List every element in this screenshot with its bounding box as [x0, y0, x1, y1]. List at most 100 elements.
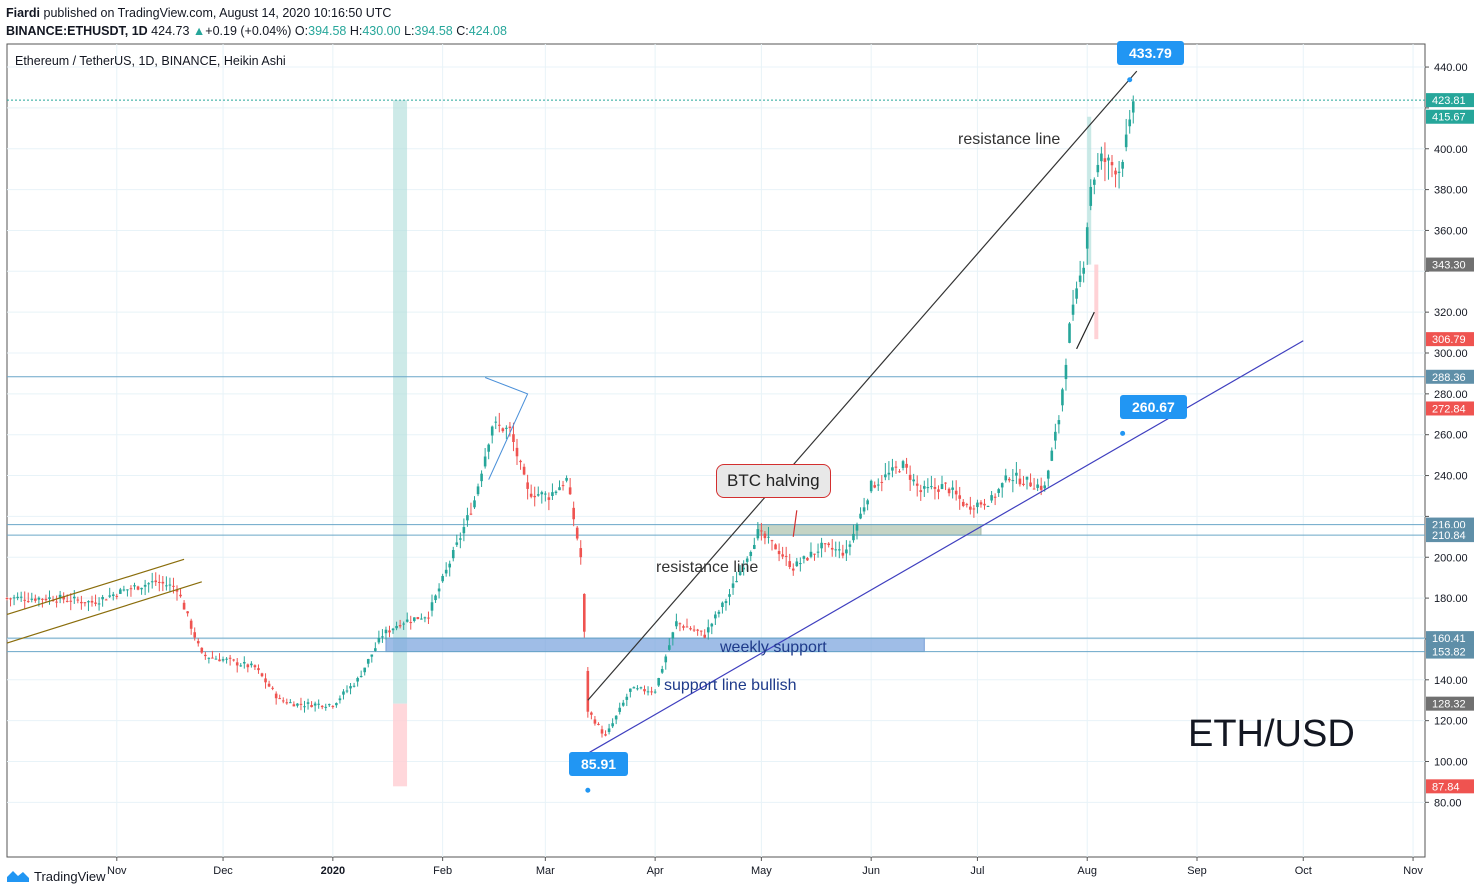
y-tick-label: 380.00: [1434, 185, 1468, 197]
candle-body: [285, 702, 289, 704]
candle-body: [186, 611, 189, 614]
candle-body: [335, 703, 338, 706]
x-tick-label: Dec: [213, 865, 233, 877]
candle-body: [735, 580, 738, 583]
candle-body: [806, 557, 809, 561]
candle-body: [94, 602, 97, 604]
candle-body: [891, 467, 894, 471]
tradingview-footer[interactable]: TradingView: [6, 866, 106, 886]
candle-body: [377, 637, 381, 643]
candle-body: [462, 527, 466, 534]
candle-body: [218, 659, 221, 662]
candle-body: [1121, 161, 1124, 169]
measure-range-down: [393, 703, 408, 787]
candle-body: [1082, 267, 1085, 274]
candle-body: [625, 696, 629, 700]
candle-body: [1089, 186, 1093, 206]
candle-body: [154, 580, 158, 583]
price-change: +0.19 (+0.04%): [205, 24, 292, 38]
candle-body: [887, 472, 891, 475]
price-label-box: [1426, 696, 1474, 711]
candle-body: [908, 474, 912, 480]
candle-body: [317, 703, 320, 705]
candle-body: [434, 595, 437, 601]
candle-body: [770, 540, 774, 542]
price-label-text: 288.36: [1432, 372, 1466, 384]
candle-body: [742, 567, 745, 570]
candle-body: [536, 494, 540, 496]
candle-body: [660, 669, 664, 673]
candle-body: [604, 734, 607, 736]
price-axis[interactable]: 80.00 100.00 120.00 140.00 180.00 200.00 240.0…: [1425, 62, 1474, 809]
candle-body: [590, 712, 593, 715]
candle-body: [816, 551, 820, 553]
candle-body: [894, 466, 898, 468]
candle-body: [940, 484, 944, 490]
candle-body: [643, 689, 646, 692]
candle-body: [699, 630, 703, 632]
eth-usd-label: ETH/USD: [1188, 713, 1355, 755]
grid-lines: [7, 44, 1425, 857]
candle-body: [898, 471, 901, 473]
time-axis[interactable]: Nov Dec 2020 Feb Mar Apr May Jun Jul Aug Sep Oct Nov: [107, 857, 1423, 877]
candle-body: [777, 551, 781, 555]
candle-body: [501, 428, 505, 432]
candle-body: [1050, 450, 1054, 461]
candle-body: [267, 683, 271, 687]
candle-body: [593, 719, 597, 724]
candle-body: [225, 658, 228, 660]
candle-body: [760, 530, 763, 532]
candle-body: [586, 670, 590, 712]
candle-body: [72, 596, 76, 599]
candle-body: [9, 598, 12, 600]
chart-title: Ethereum / TetherUS, 1D, BINANCE, Heikin…: [15, 54, 286, 68]
candle-body: [791, 568, 795, 571]
y-tick-label: 300.00: [1434, 348, 1468, 360]
candle-body: [448, 563, 452, 568]
candle-body: [126, 589, 129, 591]
candle-body: [196, 641, 200, 644]
candles: [5, 95, 1135, 738]
candle-body: [444, 569, 448, 574]
candle-body: [80, 601, 83, 604]
candle-body: [937, 489, 940, 492]
candle-body: [706, 627, 710, 633]
candle-body: [363, 667, 367, 673]
candle-body: [774, 544, 777, 550]
price-label-text: 153.82: [1432, 647, 1466, 659]
candle-body: [1057, 420, 1061, 425]
candle-body: [143, 584, 147, 587]
price-label-box: [1426, 644, 1474, 659]
candle-body: [391, 628, 395, 631]
candle-body: [639, 687, 643, 689]
plot-area[interactable]: [6, 43, 1426, 858]
candle-body: [731, 583, 735, 588]
candle-body: [873, 485, 877, 488]
candle-body: [345, 690, 349, 692]
candle-body: [5, 597, 9, 599]
candle-body: [62, 596, 65, 600]
candle-body: [366, 659, 370, 664]
candle-body: [278, 698, 282, 700]
candle-body: [781, 554, 784, 557]
candle-body: [260, 673, 264, 677]
candle-body: [692, 629, 696, 631]
candle-body: [48, 597, 51, 599]
y-tick-label: 260.00: [1434, 430, 1468, 442]
candle-body: [1128, 119, 1132, 127]
candle-body: [374, 648, 377, 651]
candle-body: [228, 657, 232, 659]
candle-body: [405, 619, 409, 622]
candle-body: [490, 426, 494, 436]
candle-body: [204, 654, 207, 657]
candle-body: [611, 723, 614, 727]
candle-body: [1096, 164, 1100, 173]
candle-body: [905, 463, 908, 468]
candle-body: [728, 594, 731, 597]
candle-body: [303, 706, 306, 708]
candle-body: [175, 589, 179, 592]
candle-body: [862, 507, 866, 512]
candle-body: [763, 533, 767, 539]
candle-body: [650, 691, 653, 693]
